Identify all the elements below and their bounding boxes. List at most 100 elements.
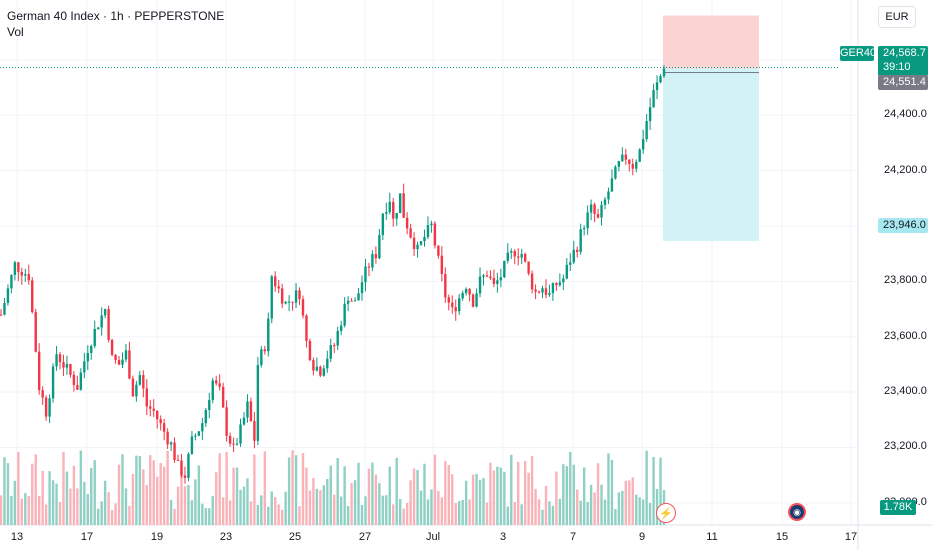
volume-bar — [350, 482, 353, 525]
candle-body — [579, 229, 582, 252]
time-tick-label: 23 — [219, 531, 233, 543]
candle-body — [635, 161, 638, 169]
candle-body — [204, 410, 208, 424]
volume-bar — [360, 504, 364, 525]
candle-body — [353, 300, 357, 302]
volume-badge: 1.78K — [880, 500, 916, 515]
volume-bar — [322, 485, 326, 525]
volume-bar — [638, 497, 641, 525]
volume-bar — [128, 505, 131, 525]
volume-bar — [589, 484, 593, 525]
volume-bar — [180, 465, 183, 525]
candle-body — [110, 339, 114, 355]
volume-bar — [419, 490, 423, 525]
volume-bar — [607, 453, 610, 525]
volume-bar — [628, 480, 631, 525]
volume-bar — [156, 476, 159, 525]
symbol-badge: GER40 — [840, 46, 877, 61]
candle-body — [149, 406, 152, 409]
volume-bar — [239, 489, 242, 525]
volume-bar — [412, 468, 416, 525]
volume-bar — [284, 491, 287, 525]
volume-bar — [152, 460, 155, 525]
volume-bar — [232, 467, 235, 525]
candle-body — [280, 288, 284, 304]
volume-bar — [444, 461, 447, 525]
currency-button[interactable]: EUR — [878, 6, 916, 28]
volume-bar — [579, 500, 582, 525]
candle-body — [402, 193, 405, 218]
volume-bar — [187, 484, 190, 525]
candle-body — [548, 293, 551, 295]
volume-bar — [149, 455, 152, 525]
volume-bar — [482, 478, 485, 525]
candle-body — [90, 346, 93, 353]
candle-body — [44, 397, 48, 417]
candle-body — [662, 68, 666, 77]
volume-bar — [235, 467, 239, 525]
candle-body — [37, 351, 41, 391]
candle-body — [520, 254, 523, 258]
volume-bar — [527, 472, 530, 525]
candle-body — [34, 312, 37, 352]
candle-body — [301, 299, 305, 316]
volume-bar — [523, 461, 527, 525]
volume-bar — [121, 454, 124, 525]
volume-bar — [572, 464, 575, 525]
volume-bar — [20, 498, 24, 525]
candle-body — [489, 276, 492, 279]
volume-bar — [100, 501, 103, 525]
candle-body — [267, 318, 270, 352]
volume-bar — [503, 471, 506, 525]
volume-bar — [374, 474, 378, 525]
volume-indicator-label[interactable]: Vol — [7, 25, 24, 39]
candle-body — [55, 354, 58, 367]
candle-body — [523, 254, 527, 262]
candle-body — [176, 459, 180, 461]
candle-body — [263, 349, 267, 352]
candle-body — [499, 277, 503, 281]
candle-body — [392, 201, 395, 219]
price-tick-label: 23,200.0 — [884, 440, 927, 453]
volume-bar — [263, 451, 267, 525]
price-tick-label: 23,800.0 — [884, 274, 927, 287]
candle-body — [492, 278, 496, 284]
economic-event-icon[interactable]: ◉ — [788, 503, 806, 521]
volume-bar — [558, 498, 562, 525]
volume-bar — [402, 508, 405, 525]
volume-bar — [367, 468, 371, 525]
volume-bar — [381, 495, 385, 525]
time-tick-label: 3 — [499, 531, 507, 543]
volume-bar — [96, 508, 100, 525]
candle-body — [242, 417, 246, 425]
flash-icon[interactable]: ⚡ — [656, 503, 676, 523]
candle-body — [291, 301, 294, 303]
candle-body — [641, 139, 645, 150]
volume-bar — [315, 488, 319, 525]
candle-body — [506, 252, 509, 261]
candle-body — [454, 307, 457, 312]
bar-countdown: 39:10 — [883, 61, 911, 73]
volume-bar — [624, 480, 628, 525]
volume-bar — [451, 474, 454, 525]
candle-body — [145, 388, 148, 407]
candle-body — [246, 401, 249, 418]
candle-body — [270, 276, 273, 319]
volume-bar — [499, 467, 503, 525]
candle-body — [537, 291, 541, 293]
volume-bar — [555, 471, 558, 525]
candle-body — [451, 302, 454, 308]
candle-body — [142, 375, 145, 389]
candle-body — [166, 431, 169, 445]
candle-body — [534, 289, 537, 292]
candle-body — [194, 435, 197, 437]
volume-bar — [433, 454, 437, 525]
volume-bar — [221, 497, 225, 525]
volume-bar — [287, 457, 291, 525]
position-zones — [663, 15, 759, 241]
candle-body — [201, 423, 204, 432]
candle-body — [433, 223, 437, 246]
volume-bar — [166, 450, 169, 525]
